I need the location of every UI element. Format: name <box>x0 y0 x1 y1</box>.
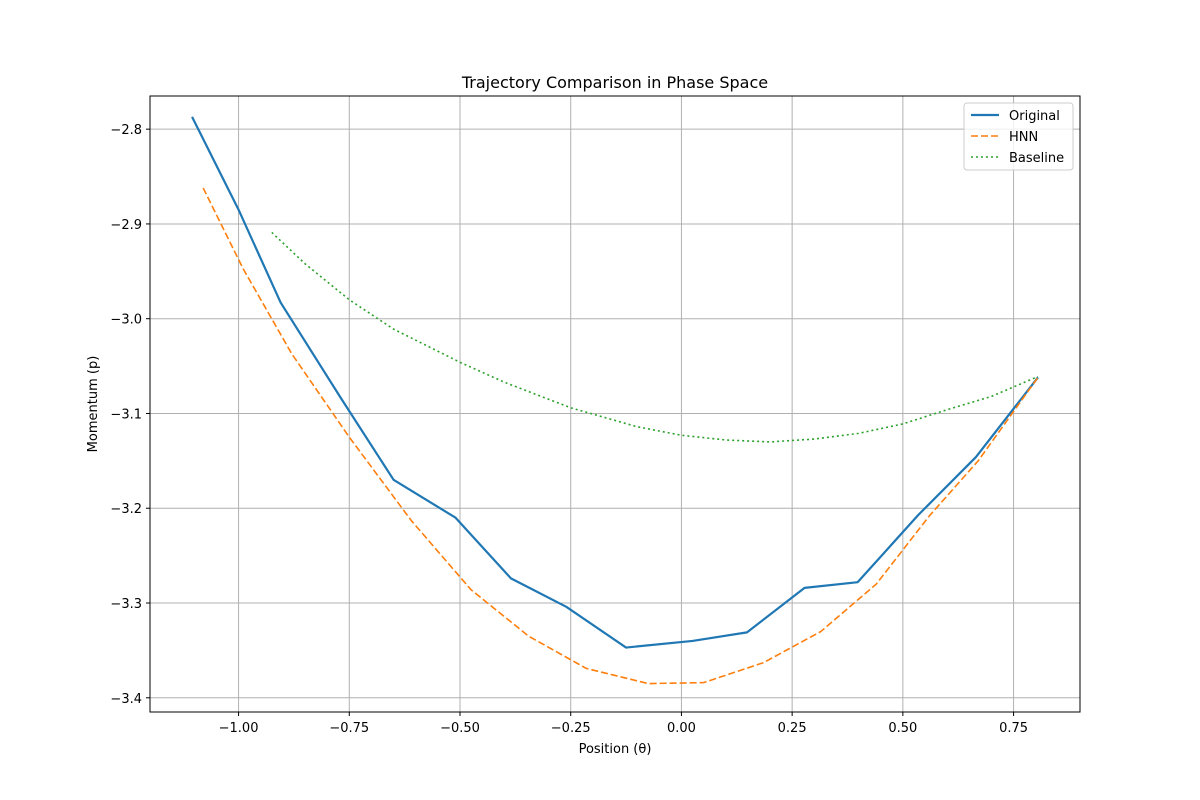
chart-title: Trajectory Comparison in Phase Space <box>461 73 768 92</box>
y-tick-label: −3.1 <box>110 407 142 422</box>
y-axis-ticks: −2.8 −2.9 −3.0 −3.1 −3.2 −3.3 −3.4 <box>110 123 150 707</box>
y-axis-label: Momentum (p) <box>86 356 101 453</box>
series-line-hnn <box>202 187 1039 685</box>
y-tick-label: −2.8 <box>110 123 142 138</box>
legend-label-hnn: HNN <box>1009 130 1038 145</box>
x-tick-label: −0.50 <box>440 721 480 736</box>
x-tick-label: −0.75 <box>329 721 369 736</box>
series-line-original <box>191 116 1039 649</box>
x-tick-label: −1.00 <box>219 721 259 736</box>
x-tick-label: 0.50 <box>888 721 917 736</box>
y-tick-label: −3.0 <box>110 313 142 328</box>
x-axis-ticks: −1.00 −0.75 −0.50 −0.25 0.00 0.25 0.50 0.75 <box>219 712 1028 736</box>
x-axis-label: Position (θ) <box>579 742 652 757</box>
plot-frame <box>149 95 1081 713</box>
legend: Original HNN Baseline <box>963 102 1074 171</box>
y-tick-label: −3.4 <box>110 692 142 707</box>
legend-label-original: Original <box>1009 109 1060 124</box>
series-layer <box>191 116 1039 685</box>
x-tick-label: 0.75 <box>999 721 1028 736</box>
y-tick-label: −2.9 <box>110 218 142 233</box>
x-tick-label: 0.25 <box>778 721 807 736</box>
legend-label-baseline: Baseline <box>1009 151 1064 166</box>
x-tick-label: −0.25 <box>551 721 591 736</box>
grid <box>150 96 1080 712</box>
y-tick-label: −3.2 <box>110 502 142 517</box>
y-tick-label: −3.3 <box>110 597 142 612</box>
legend-box <box>963 102 1074 171</box>
x-tick-label: 0.00 <box>667 721 696 736</box>
